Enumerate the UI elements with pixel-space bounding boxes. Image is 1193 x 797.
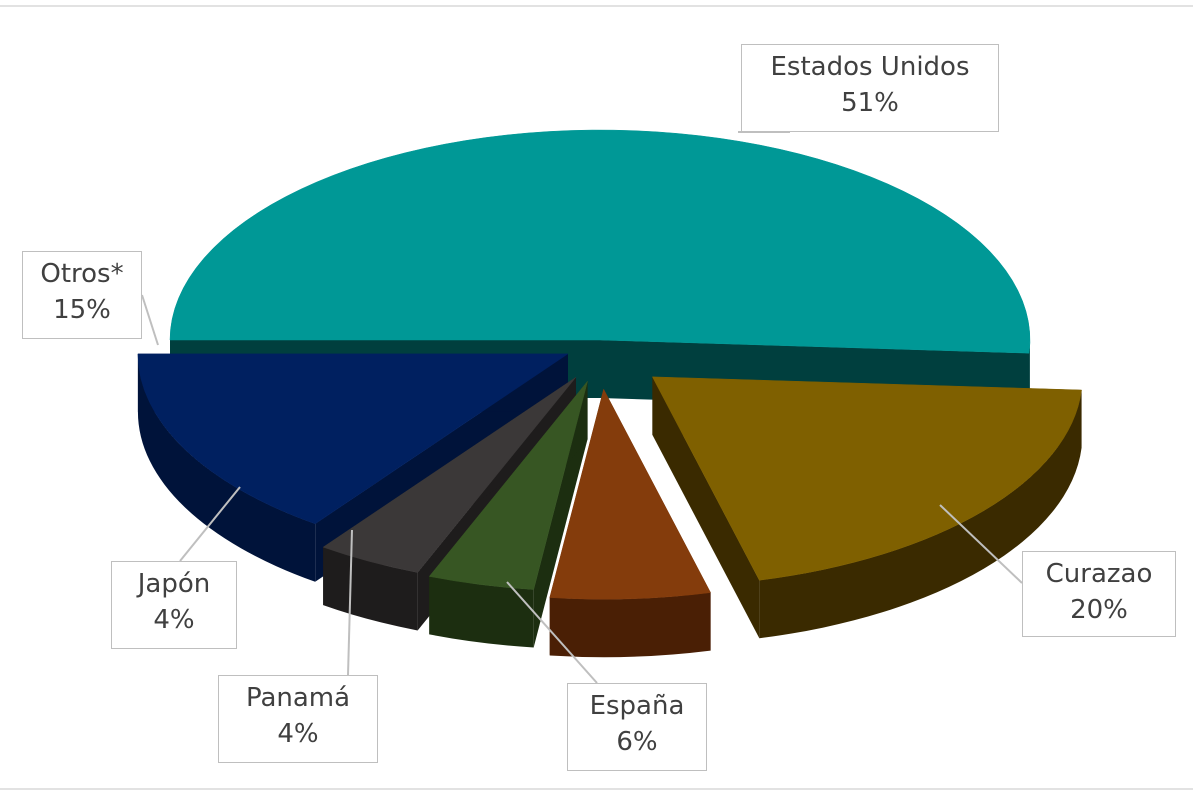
slice-name: Otros* — [40, 259, 124, 289]
slice-wall-outer — [549, 592, 711, 658]
slice-name: Japón — [137, 569, 211, 599]
label-otros: Otros* 15% — [22, 251, 142, 339]
slice-percent: 51% — [841, 88, 899, 118]
label-japon: Japón 4% — [111, 561, 237, 649]
leader-line-espana — [506, 581, 598, 684]
leader-lines — [141, 131, 1023, 684]
slice-name: España — [589, 691, 685, 721]
label-estados-unidos: Estados Unidos 51% — [741, 44, 999, 132]
slice-percent: 4% — [153, 605, 195, 635]
slice-name: Panamá — [245, 683, 351, 713]
slice-top — [549, 388, 711, 600]
slice-percent: 4% — [277, 719, 319, 749]
slice-curazao — [651, 376, 1082, 639]
slice-wall-outer — [429, 576, 534, 648]
slice-top — [428, 381, 588, 590]
slice-wall-outer — [759, 390, 1082, 639]
slice-wall-outer — [323, 547, 418, 631]
slices-layer — [137, 129, 1082, 658]
slice-percent: 6% — [616, 727, 658, 757]
slice-wall-outer — [137, 353, 316, 582]
label-panama: Panamá 4% — [218, 675, 378, 763]
leader-line-japon — [179, 486, 241, 562]
label-curazao: Curazao 20% — [1022, 551, 1176, 637]
slice-top — [322, 377, 577, 573]
slice-name: Estados Unidos — [770, 52, 970, 82]
slice-top — [651, 376, 1082, 581]
slice-percent: 15% — [53, 295, 111, 325]
slice-wall-end — [652, 376, 760, 639]
slice-espana — [549, 388, 711, 658]
label-espana: España 6% — [567, 683, 707, 771]
leader-line-otros — [141, 294, 159, 346]
slice-percent: 20% — [1070, 595, 1128, 625]
leader-line-curazao — [939, 504, 1023, 584]
leader-line-panama — [347, 529, 353, 676]
slice-top — [169, 129, 1031, 354]
slice-top — [137, 353, 569, 525]
slice-panama — [428, 381, 588, 648]
slice-name: Curazao — [1045, 559, 1153, 589]
